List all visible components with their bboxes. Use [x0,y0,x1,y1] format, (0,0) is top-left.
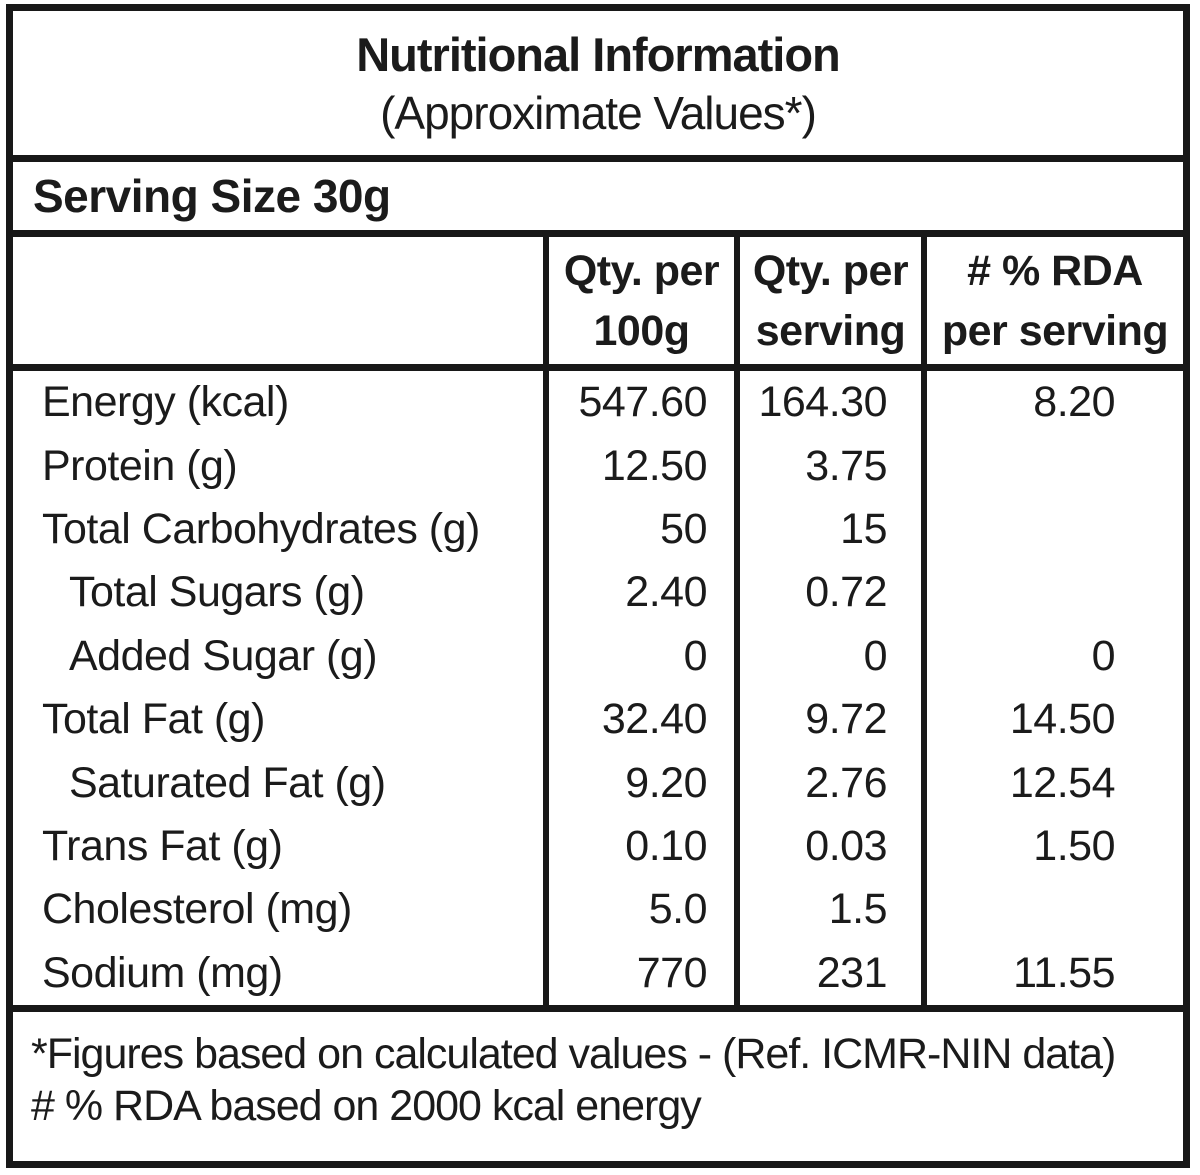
value-per-serving: 2.76 [734,751,921,815]
nutrient-label: Saturated Fat (g) [69,758,386,807]
value-per-serving: 0.03 [734,814,921,879]
value-per-serving: 164.30 [734,371,921,435]
nutrient-label: Sodium (mg) [42,948,283,997]
footnote-calculated-values: *Figures based on calculated values - (R… [31,1029,1116,1078]
nutrient-label: Cholesterol (mg) [42,885,352,934]
value-per-100g: 50 [543,497,734,562]
value-rda: 11.55 [921,941,1183,1005]
footnotes-block: *Figures based on calculated values - (R… [13,1004,1183,1139]
value-per-serving: 231 [734,941,921,1005]
value-per-100g: 5.0 [543,878,734,942]
label-subtitle: (Approximate Values*) [380,86,817,139]
value-per-100g: 32.40 [543,687,734,752]
value-per-100g: 0 [543,624,734,688]
value-rda [921,497,1183,562]
serving-size-row: Serving Size 30g [13,155,1183,230]
header-qty-per-serving-line1: Qty. per [752,246,909,295]
nutrient-label: Total Carbohydrates (g) [42,504,480,553]
header-qty-per-100g-line1: Qty. per [563,246,720,295]
nutrient-label: Added Sugar (g) [69,631,378,680]
value-rda: 14.50 [921,687,1183,752]
nutrient-label: Energy (kcal) [42,378,289,427]
nutrient-label: Total Sugars (g) [69,568,365,617]
header-rda-per-serving-line2: per serving [941,306,1169,355]
header-qty-per-100g: Qty. per 100g [543,237,734,364]
header-qty-per-100g-line2: 100g [593,306,690,355]
value-rda: 12.54 [921,751,1183,815]
value-rda: 0 [921,624,1183,688]
value-per-100g: 547.60 [543,371,734,435]
label-title: Nutritional Information [356,27,841,81]
value-per-serving: 3.75 [734,434,921,498]
header-qty-per-serving-line2: serving [755,306,906,355]
header-rda-per-serving-line1: # % RDA [967,246,1143,295]
footnote-rda-basis: # % RDA based on 2000 kcal energy [31,1081,702,1130]
table-body: Energy (kcal) 547.60 164.30 8.20 Protein… [13,364,1183,1005]
value-per-serving: 0.72 [734,561,921,625]
header-nutrient-blank [13,237,543,364]
table-header: Qty. per 100g Qty. per serving # % RDA p… [13,230,1183,364]
value-per-serving: 1.5 [734,878,921,942]
serving-size-label: Serving Size 30g [33,170,391,222]
value-per-serving: 15 [734,497,921,562]
value-rda [921,561,1183,625]
nutrient-label: Protein (g) [42,441,238,490]
value-per-100g: 9.20 [543,751,734,815]
nutrient-label: Total Fat (g) [42,695,265,744]
value-per-100g: 770 [543,941,734,1005]
value-per-100g: 2.40 [543,561,734,625]
value-rda [921,434,1183,498]
value-rda: 8.20 [921,371,1183,435]
header-qty-per-serving: Qty. per serving [734,237,921,364]
value-per-100g: 12.50 [543,434,734,498]
nutrition-label: Nutritional Information (Approximate Val… [6,4,1190,1168]
header-rda-per-serving: # % RDA per serving [921,237,1183,364]
nutrient-label: Trans Fat (g) [42,821,283,870]
value-rda [921,878,1183,942]
value-per-100g: 0.10 [543,814,734,879]
value-per-serving: 0 [734,624,921,688]
value-per-serving: 9.72 [734,687,921,752]
value-rda: 1.50 [921,814,1183,879]
label-title-block: Nutritional Information (Approximate Val… [13,11,1183,155]
